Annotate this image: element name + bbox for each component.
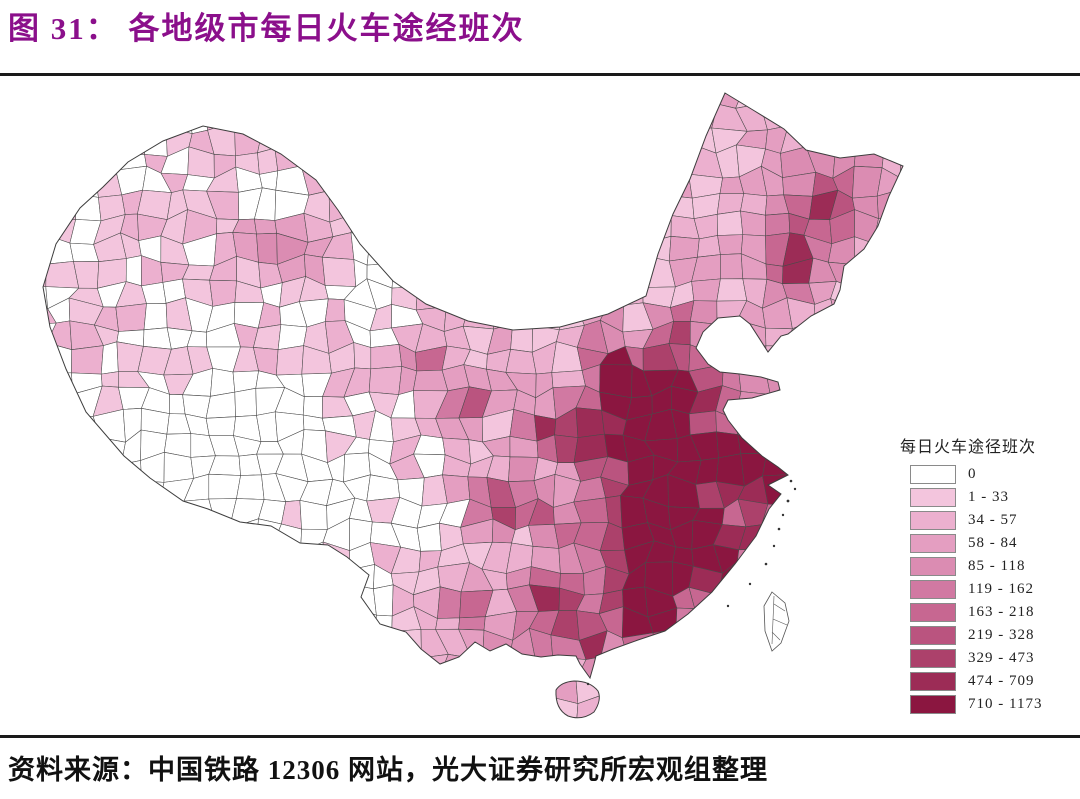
legend-title: 每日火车途径班次 (900, 439, 1037, 456)
china-choropleth-map: 每日火车途径班次 0 1 - 33 34 - 57 58 - 84 85 - 118 11… (0, 78, 1080, 733)
hainan-cells (555, 681, 600, 718)
legend-item: 1 - 33 (900, 486, 1078, 509)
legend-swatch (910, 534, 956, 553)
legend-label: 163 - 218 (968, 604, 1035, 620)
legend-label: 329 - 473 (968, 650, 1035, 666)
legend-label: 85 - 118 (968, 558, 1026, 574)
legend-swatch (910, 557, 956, 576)
title-separator (0, 73, 1080, 76)
legend-swatch (910, 511, 956, 530)
legend-item: 219 - 328 (900, 624, 1078, 647)
legend-label: 219 - 328 (968, 627, 1035, 643)
map-svg (42, 92, 904, 719)
legend-item: 474 - 709 (900, 670, 1078, 693)
legend-swatch (910, 695, 956, 714)
legend-item: 119 - 162 (900, 578, 1078, 601)
legend-label: 34 - 57 (968, 512, 1018, 528)
legend-swatch (910, 465, 956, 484)
legend-items: 0 1 - 33 34 - 57 58 - 84 85 - 118 119 - 162 16… (900, 463, 1078, 716)
legend-item: 163 - 218 (900, 601, 1078, 624)
mainland-outline (42, 92, 904, 680)
legend-label: 0 (968, 466, 977, 482)
legend-item: 58 - 84 (900, 532, 1078, 555)
legend-item: 0 (900, 463, 1078, 486)
legend-label: 1 - 33 (968, 489, 1009, 505)
legend-swatch (910, 672, 956, 691)
legend-label: 119 - 162 (968, 581, 1034, 597)
source-note: 资料来源：中国铁路 12306 网站，光大证券研究所宏观组整理 (8, 755, 768, 785)
legend-swatch (910, 488, 956, 507)
footer-separator (0, 735, 1080, 738)
taiwan-outline (763, 591, 790, 652)
legend-item: 85 - 118 (900, 555, 1078, 578)
legend-label: 474 - 709 (968, 673, 1035, 689)
legend: 每日火车途径班次 0 1 - 33 34 - 57 58 - 84 85 - 118 11… (900, 433, 1078, 716)
figure-title: 图 31： 各地级市每日火车途经班次 (8, 11, 525, 46)
legend-item: 710 - 1173 (900, 693, 1078, 716)
legend-swatch (910, 603, 956, 622)
legend-swatch (910, 580, 956, 599)
legend-item: 34 - 57 (900, 509, 1078, 532)
hainan-outline (555, 680, 600, 719)
coastal-islets (586, 479, 797, 686)
figure-header: 图 31： 各地级市每日火车途经班次 (0, 0, 1080, 52)
legend-label: 58 - 84 (968, 535, 1018, 551)
legend-swatch (910, 649, 956, 668)
figure-footer: 资料来源：中国铁路 12306 网站，光大证券研究所宏观组整理 (0, 742, 1080, 793)
legend-swatch (910, 626, 956, 645)
legend-label: 710 - 1173 (968, 696, 1043, 712)
legend-item: 329 - 473 (900, 647, 1078, 670)
